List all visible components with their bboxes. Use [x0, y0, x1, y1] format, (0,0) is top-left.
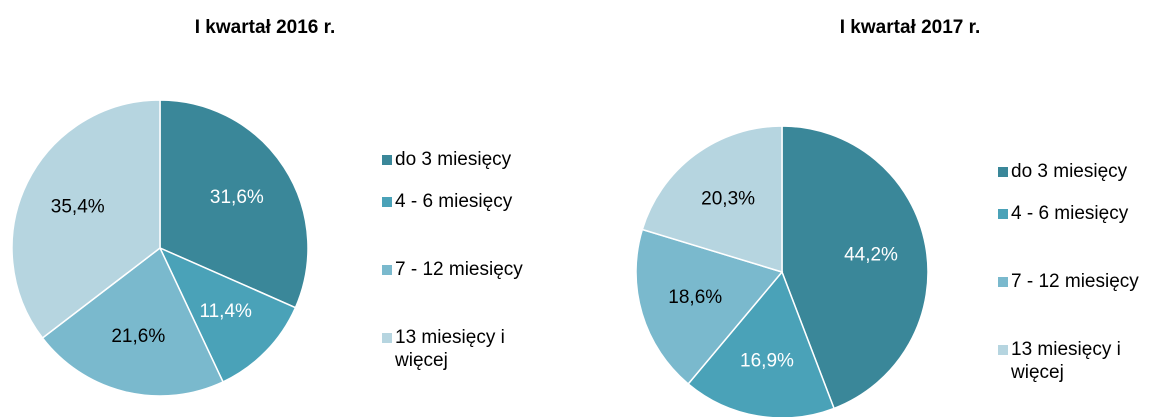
- value-label: 20,3%: [701, 188, 755, 209]
- pie-slice: [11, 99, 161, 340]
- legend-label: 13 miesięcy i więcej: [395, 327, 505, 371]
- legend-item: 7 - 12 miesięcy: [382, 258, 572, 281]
- legend-label: do 3 miesięcy: [395, 149, 512, 170]
- pie-slice: [781, 125, 929, 410]
- pie-slice: [159, 99, 309, 309]
- legend-item: do 3 miesięcy: [998, 160, 1171, 183]
- legend-item: do 3 miesięcy: [382, 148, 572, 171]
- legend-swatch: [382, 265, 392, 275]
- legend-swatch: [382, 155, 392, 165]
- pie-slice: [635, 228, 784, 385]
- legend-swatch: [998, 209, 1008, 219]
- pie-slice: [41, 246, 225, 397]
- value-label: 16,9%: [740, 350, 794, 371]
- legend-item: 13 miesięcy i więcej: [998, 338, 1171, 384]
- legend-item: 7 - 12 miesięcy: [998, 270, 1171, 293]
- pie-slice: [687, 270, 836, 417]
- value-label: 44,2%: [844, 245, 898, 266]
- legend-label: 7 - 12 miesięcy: [1011, 271, 1139, 292]
- legend-swatch: [382, 333, 392, 343]
- legend-label: 4 - 6 miesięcy: [395, 191, 513, 212]
- legend-label: do 3 miesięcy: [1011, 161, 1128, 182]
- value-label: 18,6%: [668, 287, 722, 308]
- legend-label: 7 - 12 miesięcy: [395, 259, 523, 280]
- legend-swatch: [998, 345, 1008, 355]
- legend-swatch: [382, 197, 392, 207]
- legend-item: 13 miesięcy i więcej: [382, 326, 572, 372]
- legend-item: 4 - 6 miesięcy: [382, 190, 572, 213]
- legend-label: 4 - 6 miesięcy: [1011, 203, 1129, 224]
- value-label: 31,6%: [210, 187, 264, 208]
- pie-slice: [158, 246, 297, 383]
- value-label: 11,4%: [199, 301, 252, 322]
- legend-item: 4 - 6 miesięcy: [998, 202, 1171, 225]
- legend-swatch: [998, 277, 1008, 287]
- legend-swatch: [998, 167, 1008, 177]
- chart-title: I kwartał 2017 r.: [840, 17, 981, 38]
- chart-title: I kwartał 2016 r.: [195, 17, 336, 38]
- value-label: 21,6%: [111, 326, 165, 347]
- legend-label: 13 miesięcy i więcej: [1011, 339, 1121, 383]
- pie-slice: [641, 125, 783, 274]
- value-label: 35,4%: [51, 196, 105, 217]
